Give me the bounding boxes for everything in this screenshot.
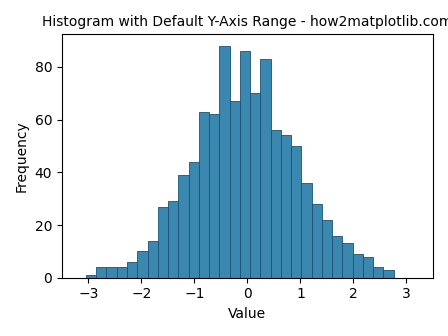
Bar: [86, 275, 96, 278]
X-axis label: Value: Value: [228, 307, 267, 321]
Bar: [137, 251, 147, 278]
Bar: [373, 267, 383, 278]
Bar: [189, 162, 199, 278]
Y-axis label: Frequency: Frequency: [15, 120, 29, 192]
Bar: [260, 59, 271, 278]
Bar: [220, 46, 229, 278]
Bar: [96, 267, 107, 278]
Bar: [312, 204, 322, 278]
Bar: [281, 135, 291, 278]
Bar: [291, 146, 302, 278]
Bar: [363, 257, 373, 278]
Bar: [199, 112, 209, 278]
Bar: [240, 51, 250, 278]
Bar: [229, 101, 240, 278]
Bar: [209, 115, 220, 278]
Bar: [107, 267, 117, 278]
Title: Histogram with Default Y-Axis Range - how2matplotlib.com: Histogram with Default Y-Axis Range - ho…: [42, 15, 448, 29]
Bar: [342, 244, 353, 278]
Bar: [271, 130, 281, 278]
Bar: [383, 270, 394, 278]
Bar: [158, 207, 168, 278]
Bar: [353, 254, 363, 278]
Bar: [302, 183, 312, 278]
Bar: [168, 201, 178, 278]
Bar: [332, 236, 342, 278]
Bar: [322, 220, 332, 278]
Bar: [117, 267, 127, 278]
Bar: [178, 175, 189, 278]
Bar: [250, 93, 260, 278]
Bar: [127, 262, 137, 278]
Bar: [147, 241, 158, 278]
